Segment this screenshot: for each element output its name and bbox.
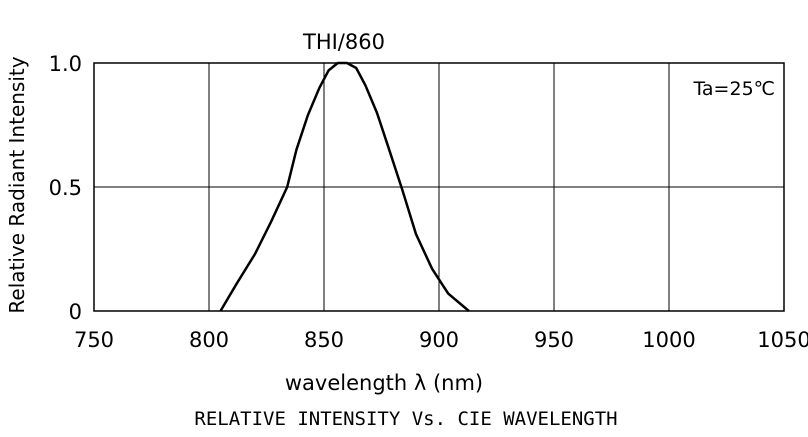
- y-tick-label: 0: [69, 300, 82, 324]
- y-tick-labels: 0 0.5 1.0: [49, 52, 82, 324]
- x-tick-label: 950: [534, 328, 574, 352]
- x-tick-label: 850: [304, 328, 344, 352]
- x-tick-labels: 750 800 850 900 950 1000 1050: [74, 328, 808, 352]
- figure-caption: RELATIVE INTENSITY Vs. CIE WAVELENGTH: [194, 408, 617, 430]
- x-tick-label: 1050: [757, 328, 808, 352]
- series-line: [219, 61, 470, 312]
- x-tick-label: 800: [189, 328, 229, 352]
- x-tick-label: 900: [419, 328, 459, 352]
- x-axis-label: wavelength λ (nm): [285, 371, 483, 395]
- temperature-annotation: Ta=25℃: [692, 78, 775, 100]
- y-tick-label: 0.5: [49, 176, 82, 200]
- x-tick-label: 1000: [642, 328, 695, 352]
- y-axis-label: Relative Radiant Intensity: [5, 56, 29, 313]
- chart-title: THI/860: [302, 30, 385, 54]
- plot-frame: [93, 62, 785, 312]
- x-tick-label: 750: [74, 328, 114, 352]
- grid: [94, 63, 784, 311]
- y-tick-label: 1.0: [49, 52, 82, 76]
